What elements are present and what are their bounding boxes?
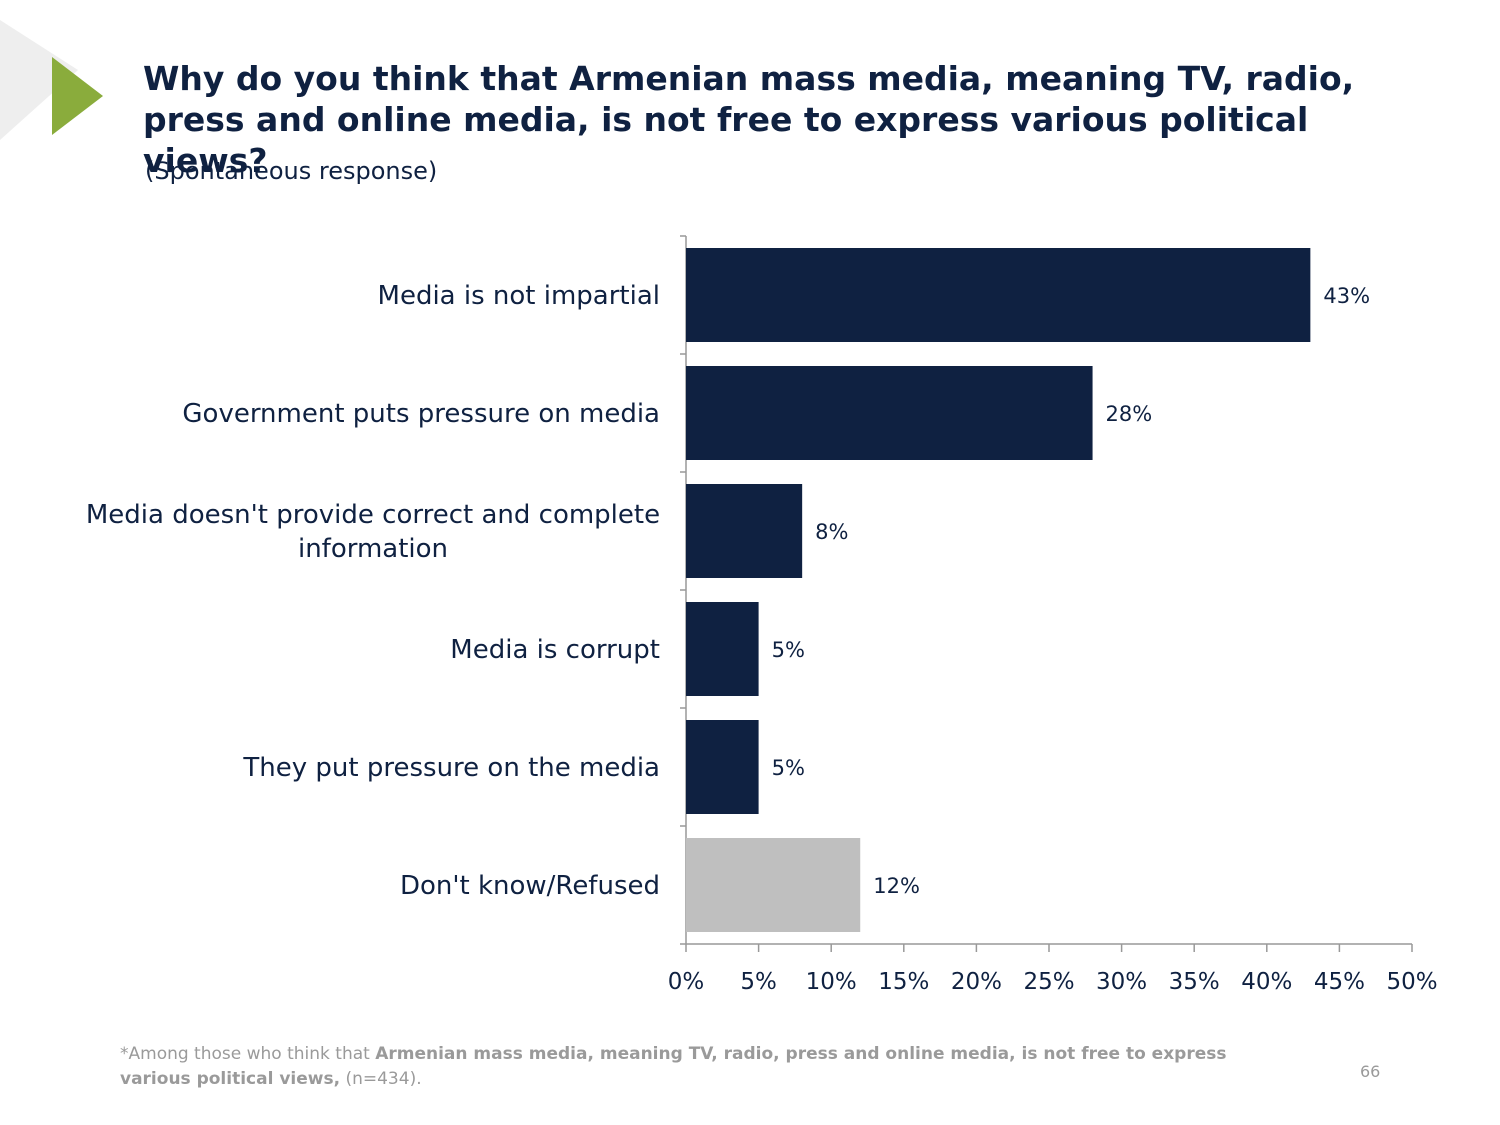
bar-value-label: 12%: [873, 874, 920, 898]
bar-value-label: 28%: [1106, 402, 1153, 426]
category-label-line: They put pressure on the media: [242, 753, 660, 783]
x-tick-label: 35%: [1169, 969, 1220, 995]
page-number: 66: [1360, 1062, 1381, 1081]
x-tick-label: 30%: [1096, 969, 1147, 995]
corner-decoration: [0, 20, 103, 140]
x-tick-label: 20%: [951, 969, 1002, 995]
x-tick-label: 10%: [806, 969, 857, 995]
x-tick-label: 5%: [740, 969, 777, 995]
x-tick-label: 25%: [1023, 969, 1074, 995]
bar-1: [686, 248, 1311, 342]
bar-value-label: 8%: [815, 520, 848, 544]
x-tick-label: 45%: [1314, 969, 1365, 995]
green-triangle-icon: [52, 57, 103, 135]
bar-2: [686, 366, 1093, 460]
x-tick-label: 50%: [1386, 969, 1437, 995]
category-label-line: Don't know/Refused: [400, 871, 660, 901]
x-tick-label: 40%: [1241, 969, 1292, 995]
bar-value-label: 5%: [772, 756, 805, 780]
bar-3: [686, 484, 803, 578]
category-label-line: information: [298, 534, 448, 564]
category-label-line: Media is not impartial: [378, 281, 660, 311]
category-label-line: Media doesn't provide correct and comple…: [86, 500, 660, 530]
category-label: They put pressure on the media: [242, 753, 660, 783]
footnote-prefix: *Among those who think that: [120, 1044, 376, 1064]
bar-value-label: 5%: [772, 638, 805, 662]
bar-5: [686, 720, 759, 814]
category-label-line: Government puts pressure on media: [182, 399, 660, 429]
category-label: Government puts pressure on media: [182, 399, 660, 429]
x-tick-label: 0%: [668, 969, 705, 995]
page-subtitle: (Spontaneous response): [145, 157, 438, 185]
bar-4: [686, 602, 759, 696]
bar-chart: 0% 5% 10% 15% 20% 25% 30% 35% 40% 45% 50% 43% Media …: [86, 235, 1438, 995]
category-label: Media doesn't provide correct and comple…: [86, 500, 660, 564]
bar-6: [686, 838, 861, 932]
category-label: Media is not impartial: [378, 281, 660, 311]
footnote-bold: Armenian mass media, meaning TV, radio, …: [120, 1044, 1227, 1089]
category-label-line: Media is corrupt: [450, 635, 660, 665]
footnote: *Among those who think that Armenian mas…: [120, 1042, 1300, 1092]
footnote-suffix: (n=434).: [340, 1069, 422, 1089]
category-label: Media is corrupt: [450, 635, 660, 665]
page-title: Why do you think that Armenian mass medi…: [143, 59, 1355, 180]
corner-gray-triangle: [0, 20, 78, 140]
category-label: Don't know/Refused: [400, 871, 660, 901]
x-tick-label: 15%: [878, 969, 929, 995]
bar-value-label: 43%: [1323, 284, 1370, 308]
